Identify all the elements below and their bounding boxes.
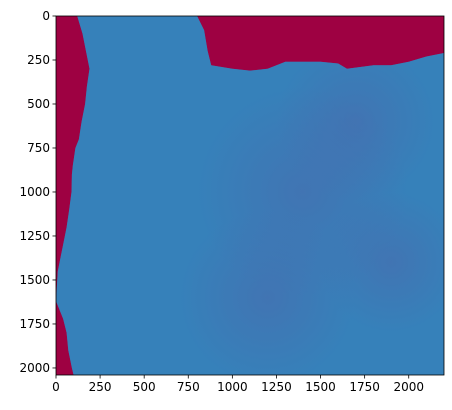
y-tick-label: 250	[27, 53, 50, 67]
y-tick-label: 1500	[19, 273, 50, 287]
x-axis: 0 250 500 750 1000 1250 1500 1750 2000	[52, 375, 424, 394]
y-tick-label: 2000	[19, 361, 50, 375]
x-tick-label: 1250	[261, 380, 292, 394]
y-tick-label: 750	[27, 141, 50, 155]
y-tick-label: 1750	[19, 317, 50, 331]
y-tick-label: 1250	[19, 229, 50, 243]
y-tick-label: 500	[27, 97, 50, 111]
x-tick-label: 500	[133, 380, 156, 394]
x-tick-label: 2000	[393, 380, 424, 394]
x-tick-label: 1000	[217, 380, 248, 394]
x-tick-label: 250	[89, 380, 112, 394]
x-tick-label: 1500	[305, 380, 336, 394]
y-tick-label: 1000	[19, 185, 50, 199]
x-tick-label: 1750	[349, 380, 380, 394]
land-layer	[56, 16, 452, 386]
y-axis: 0 250 500 750 1000 1250 1500 1750 2000	[19, 9, 56, 375]
x-tick-label: 750	[177, 380, 200, 394]
y-tick-label: 0	[42, 9, 50, 23]
x-tick-label: 0	[52, 380, 60, 394]
